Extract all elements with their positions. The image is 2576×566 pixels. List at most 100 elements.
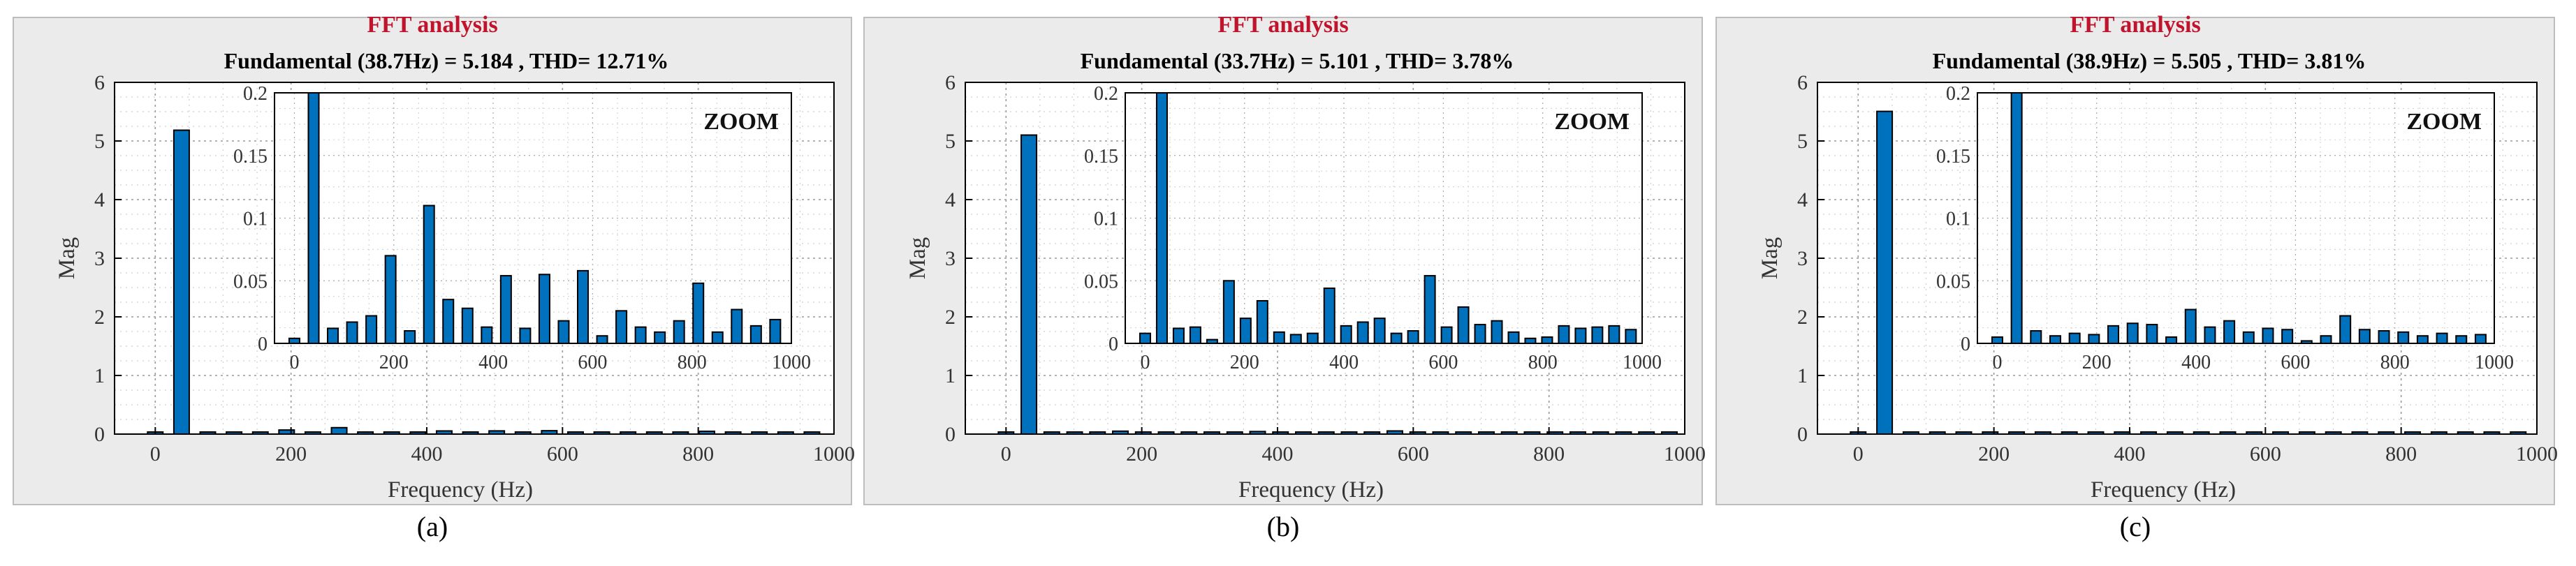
zoom-bar — [1507, 331, 1520, 345]
x-axis-label: Frequency (Hz) — [1238, 477, 1384, 502]
x-tick-label: 400 — [411, 442, 442, 466]
zoom-y-tick-label: 0.1 — [243, 209, 268, 230]
y-tick-label: 4 — [94, 188, 105, 211]
zoom-bar — [2223, 320, 2236, 345]
zoom-bar — [2474, 334, 2487, 344]
zoom-x-tick-label: 800 — [1528, 352, 1558, 373]
zoom-x-tick-label: 1000 — [2475, 352, 2514, 373]
fft-plot: 0 200 400 600 800 1000 0 1 2 3 4 5 6 Frequency (Hz) Ma… — [54, 71, 855, 502]
zoom-bar — [519, 327, 532, 344]
zoom-bar — [731, 308, 743, 345]
zoom-bar — [1491, 320, 1503, 345]
y-axis-label: Mag — [905, 237, 930, 280]
x-tick-label: 400 — [2114, 442, 2145, 466]
zoom-bar — [2281, 329, 2294, 345]
zoom-bar — [2030, 330, 2042, 344]
zoom-bar-series — [1991, 92, 2487, 345]
zoom-axes-box — [1977, 92, 2495, 344]
zoom-bar — [673, 320, 685, 345]
fft-panel-a: FFT analysis Fundamental (38.7Hz) = 5.18… — [10, 0, 855, 566]
zoom-bar — [1273, 331, 1285, 345]
zoom-y-tick-label: 0.2 — [1094, 83, 1118, 105]
zoom-bar — [1239, 318, 1252, 345]
panel-title: FFT analysis — [1217, 12, 1349, 38]
zoom-bar — [2339, 315, 2352, 345]
zoom-x-tick-label: 0 — [289, 352, 299, 373]
zoom-y-tick-label: 0.15 — [1084, 146, 1118, 167]
zoom-bar — [2068, 332, 2081, 345]
y-tick-label: 3 — [94, 247, 105, 270]
y-tick-label: 2 — [94, 306, 105, 329]
zoom-bar — [711, 331, 724, 345]
fft-plot: 0 200 400 600 800 1000 0 1 2 3 4 5 6 Frequency (Hz) Ma… — [905, 71, 1706, 502]
zoom-bar — [1991, 336, 2003, 344]
y-tick-label: 0 — [94, 423, 105, 446]
x-tick-label: 800 — [682, 442, 714, 466]
zoom-bar — [2204, 326, 2216, 345]
zoom-bar — [1373, 318, 1386, 345]
fft-panel-c: FFT analysis Fundamental (38.9Hz) = 5.50… — [1713, 0, 2558, 566]
x-tick-label: 200 — [275, 442, 307, 466]
zoom-x-tick-label: 600 — [2281, 352, 2310, 373]
zoom-x-tick-label: 0 — [1992, 352, 2002, 373]
x-axis-label: Frequency (Hz) — [388, 477, 533, 502]
panel-label: (b) — [1266, 511, 1300, 542]
zoom-bar — [538, 274, 550, 344]
panel-label: (c) — [2119, 511, 2151, 542]
x-tick-label: 200 — [1978, 442, 2010, 466]
zoom-bar — [1256, 299, 1268, 344]
zoom-y-tick-label: 0.05 — [233, 271, 268, 292]
y-tick-label: 3 — [945, 247, 956, 270]
zoom-bar — [769, 318, 782, 344]
zoom-bar — [596, 335, 608, 345]
zoom-bar — [327, 327, 339, 344]
zoom-bar — [1474, 324, 1486, 345]
zoom-bar — [346, 321, 358, 344]
zoom-bar — [2436, 332, 2448, 345]
zoom-inset: 0 200 400 600 800 1000 0 0.05 0.1 0.15 0.2 ZOOM — [1084, 83, 1662, 373]
zoom-bar-series — [1139, 92, 1637, 345]
zoom-y-tick-label: 0 — [258, 334, 268, 355]
zoom-bar — [1608, 325, 1620, 344]
zoom-x-tick-label: 0 — [1140, 352, 1150, 373]
zoom-bar — [1390, 332, 1403, 345]
x-tick-label: 800 — [2385, 442, 2417, 466]
x-tick-label: 400 — [1261, 442, 1293, 466]
zoom-x-tick-label: 800 — [2380, 352, 2410, 373]
zoom-bar — [2146, 324, 2158, 345]
zoom-x-tick-label: 1000 — [1623, 352, 1662, 373]
zoom-bar — [1189, 326, 1201, 345]
zoom-label: ZOOM — [703, 109, 779, 135]
zoom-bar — [2088, 334, 2100, 344]
y-tick-label: 5 — [945, 130, 956, 153]
zoom-y-tick-label: 0 — [1108, 334, 1118, 355]
bar-series — [1850, 110, 2527, 435]
fundamental-thd-subtitle: Fundamental (38.7Hz) = 5.184 , THD= 12.7… — [224, 48, 669, 73]
zoom-grid — [1977, 92, 2495, 344]
zoom-bar — [2378, 330, 2390, 344]
zoom-y-tick-label: 0.2 — [243, 83, 268, 105]
y-tick-label: 3 — [1797, 247, 1808, 270]
zoom-bar — [499, 275, 512, 345]
zoom-label: ZOOM — [1554, 109, 1630, 135]
zoom-x-tick-label: 200 — [379, 352, 409, 373]
zoom-bar — [423, 204, 435, 344]
zoom-bar — [2126, 322, 2139, 344]
zoom-bar — [384, 255, 397, 345]
zoom-bar — [557, 320, 570, 345]
x-tick-label: 600 — [2250, 442, 2281, 466]
zoom-y-tick-label: 0.1 — [1946, 209, 1970, 230]
zoom-bar — [2184, 308, 2197, 345]
y-axis-label: Mag — [1757, 237, 1783, 280]
y-tick-label: 4 — [1797, 188, 1808, 211]
zoom-bar — [634, 326, 647, 345]
zoom-bar — [2010, 92, 2023, 344]
zoom-bar — [1424, 275, 1436, 345]
x-axis-label: Frequency (Hz) — [2091, 477, 2236, 502]
y-tick-label: 2 — [945, 306, 956, 329]
zoom-x-tick-label: 400 — [478, 352, 508, 373]
zoom-x-tick-label: 600 — [1428, 352, 1458, 373]
zoom-x-tick-label: 800 — [678, 352, 707, 373]
zoom-bar — [404, 330, 416, 344]
